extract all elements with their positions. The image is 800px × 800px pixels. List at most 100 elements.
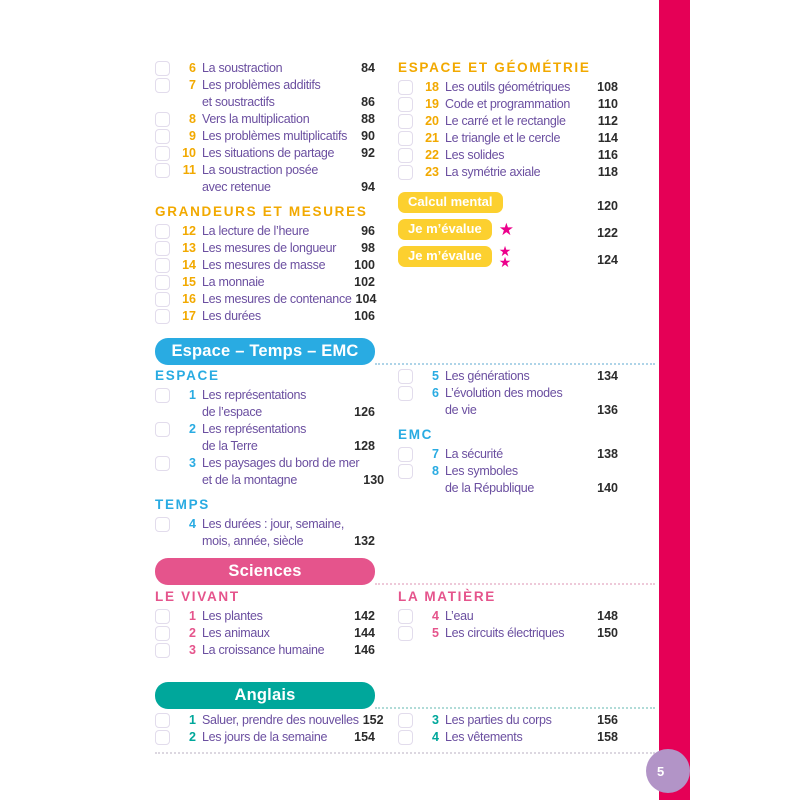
progress-checkbox: [155, 163, 170, 178]
anglais-left-column: 1 Saluer, prendre des nouvelles 152 2 Le…: [155, 712, 384, 746]
toc-item: 18 Les outils géométriques 108: [398, 79, 618, 96]
item-page-number: 86: [361, 95, 375, 109]
star-icon: ★ ★: [498, 242, 512, 270]
item-number: 3: [189, 643, 196, 657]
assessment-row: Calcul mental 120: [398, 192, 618, 213]
item-page-number: 102: [354, 275, 375, 289]
chapter-band-anglais: Anglais: [155, 682, 375, 709]
item-title: La lecture de l’heure: [202, 224, 309, 238]
item-page-number: 150: [597, 626, 618, 640]
item-title: Les générations: [445, 369, 530, 383]
toc-item: 13 Les mesures de longueur 98: [155, 240, 375, 257]
item-title: Le triangle et le cercle: [445, 131, 561, 145]
assessment-row: Je m’évalue ★ 122: [398, 219, 618, 240]
item-number: 13: [182, 241, 196, 255]
progress-checkbox: [398, 80, 413, 95]
progress-checkbox: [398, 97, 413, 112]
toc-item: 8 Les symboles de la République 140: [398, 463, 618, 497]
progress-checkbox: [398, 464, 413, 479]
progress-checkbox: [398, 148, 413, 163]
toc-item: 8 Vers la multiplication 88: [155, 111, 375, 128]
item-page-number: 134: [597, 369, 618, 383]
item-title-line2: de la République: [445, 481, 535, 495]
chapter-band-sciences: Sciences: [155, 558, 375, 585]
item-page-number: 116: [597, 148, 618, 162]
progress-checkbox: [155, 241, 170, 256]
section-header-matiere: LA MATIÈRE: [398, 589, 496, 604]
progress-checkbox: [155, 422, 170, 437]
item-title: Les représentations: [202, 422, 307, 436]
item-page-number: 124: [597, 253, 618, 267]
item-title: Le carré et le rectangle: [445, 114, 566, 128]
maths-left-column: 6 La soustraction 84 7 Les problèmes add…: [155, 60, 376, 325]
item-page-number: 154: [354, 730, 375, 744]
toc-item: 1 Saluer, prendre des nouvelles 152: [155, 712, 384, 729]
toc-item: 2 Les animaux 144: [155, 625, 375, 642]
item-title-line2: et de la montagne: [202, 473, 297, 487]
toc-item: 4 L’eau 148: [398, 608, 618, 625]
progress-checkbox: [155, 146, 170, 161]
item-page-number: 132: [354, 534, 375, 548]
item-number: 11: [182, 163, 196, 177]
assessment-badge: Je m’évalue: [398, 219, 492, 240]
item-page-number: 84: [361, 61, 375, 75]
item-page-number: 98: [361, 241, 375, 255]
toc-item: 23 La symétrie axiale 118: [398, 164, 618, 181]
item-number: 14: [182, 258, 196, 272]
item-title: La croissance humaine: [202, 643, 325, 657]
item-title: La symétrie axiale: [445, 165, 541, 179]
item-number: 2: [189, 422, 196, 436]
toc-item: 7 La sécurité 138: [398, 446, 618, 463]
sciences-right-column: LA MATIÈRE 4 L’eau 148 5 Les circuits él…: [398, 589, 618, 659]
item-number: 6: [432, 386, 439, 400]
item-number: 16: [182, 292, 196, 306]
section-header-geometrie: ESPACE ET GÉOMÉTRIE: [398, 60, 591, 75]
toc-item: 2 Les représentations de la Terre 128: [155, 421, 375, 455]
item-page-number: 130: [363, 473, 385, 487]
item-title: Les animaux: [202, 626, 270, 640]
item-page-number: 94: [361, 180, 375, 194]
toc-item: 4 Les vêtements 158: [398, 729, 618, 746]
item-number: 4: [432, 609, 439, 623]
section-header-vivant: LE VIVANT: [155, 589, 240, 604]
item-title-line2: mois, année, siècle: [202, 534, 304, 548]
progress-checkbox: [155, 456, 170, 471]
progress-checkbox: [155, 129, 170, 144]
progress-checkbox: [398, 165, 413, 180]
item-number: 4: [432, 730, 439, 744]
toc-item: 6 L’évolution des modes de vie 136: [398, 385, 618, 419]
progress-checkbox: [155, 713, 170, 728]
item-page-number: 100: [354, 258, 375, 272]
item-page-number: 142: [354, 609, 375, 623]
toc-item: 3 Les parties du corps 156: [398, 712, 618, 729]
item-title: Les jours de la semaine: [202, 730, 328, 744]
section-header-grandeurs: GRANDEURS ET MESURES: [155, 204, 368, 219]
item-title: Les représentations: [202, 388, 307, 402]
band-dotted-separator: [375, 583, 655, 585]
item-number: 12: [182, 224, 196, 238]
toc-item: 12 La lecture de l’heure 96: [155, 223, 375, 240]
item-title: Les durées : jour, semaine,: [202, 517, 344, 531]
item-title: La soustraction: [202, 61, 283, 75]
etemc-left-column: ESPACE 1 Les représentations de l’espace…: [155, 368, 384, 550]
progress-checkbox: [398, 730, 413, 745]
item-number: 22: [425, 148, 439, 162]
progress-checkbox: [155, 517, 170, 532]
item-number: 5: [432, 369, 439, 383]
item-page-number: 146: [354, 643, 375, 657]
progress-checkbox: [155, 61, 170, 76]
item-number: 3: [432, 713, 439, 727]
item-page-number: 112: [597, 114, 618, 128]
item-title: Les plantes: [202, 609, 263, 623]
section-anglais: 1 Saluer, prendre des nouvelles 152 2 Le…: [155, 712, 618, 746]
item-title: Saluer, prendre des nouvelles: [202, 713, 359, 727]
item-number: 10: [182, 146, 196, 160]
toc-item: 9 Les problèmes multiplicatifs 90: [155, 128, 375, 145]
item-page-number: 90: [361, 129, 375, 143]
item-title: Les circuits électriques: [445, 626, 565, 640]
item-number: 8: [432, 464, 439, 478]
toc-item: 22 Les solides 116: [398, 147, 618, 164]
item-title: L’évolution des modes: [445, 386, 563, 400]
toc-item: 14 Les mesures de masse 100: [155, 257, 375, 274]
item-title: L’eau: [445, 609, 474, 623]
